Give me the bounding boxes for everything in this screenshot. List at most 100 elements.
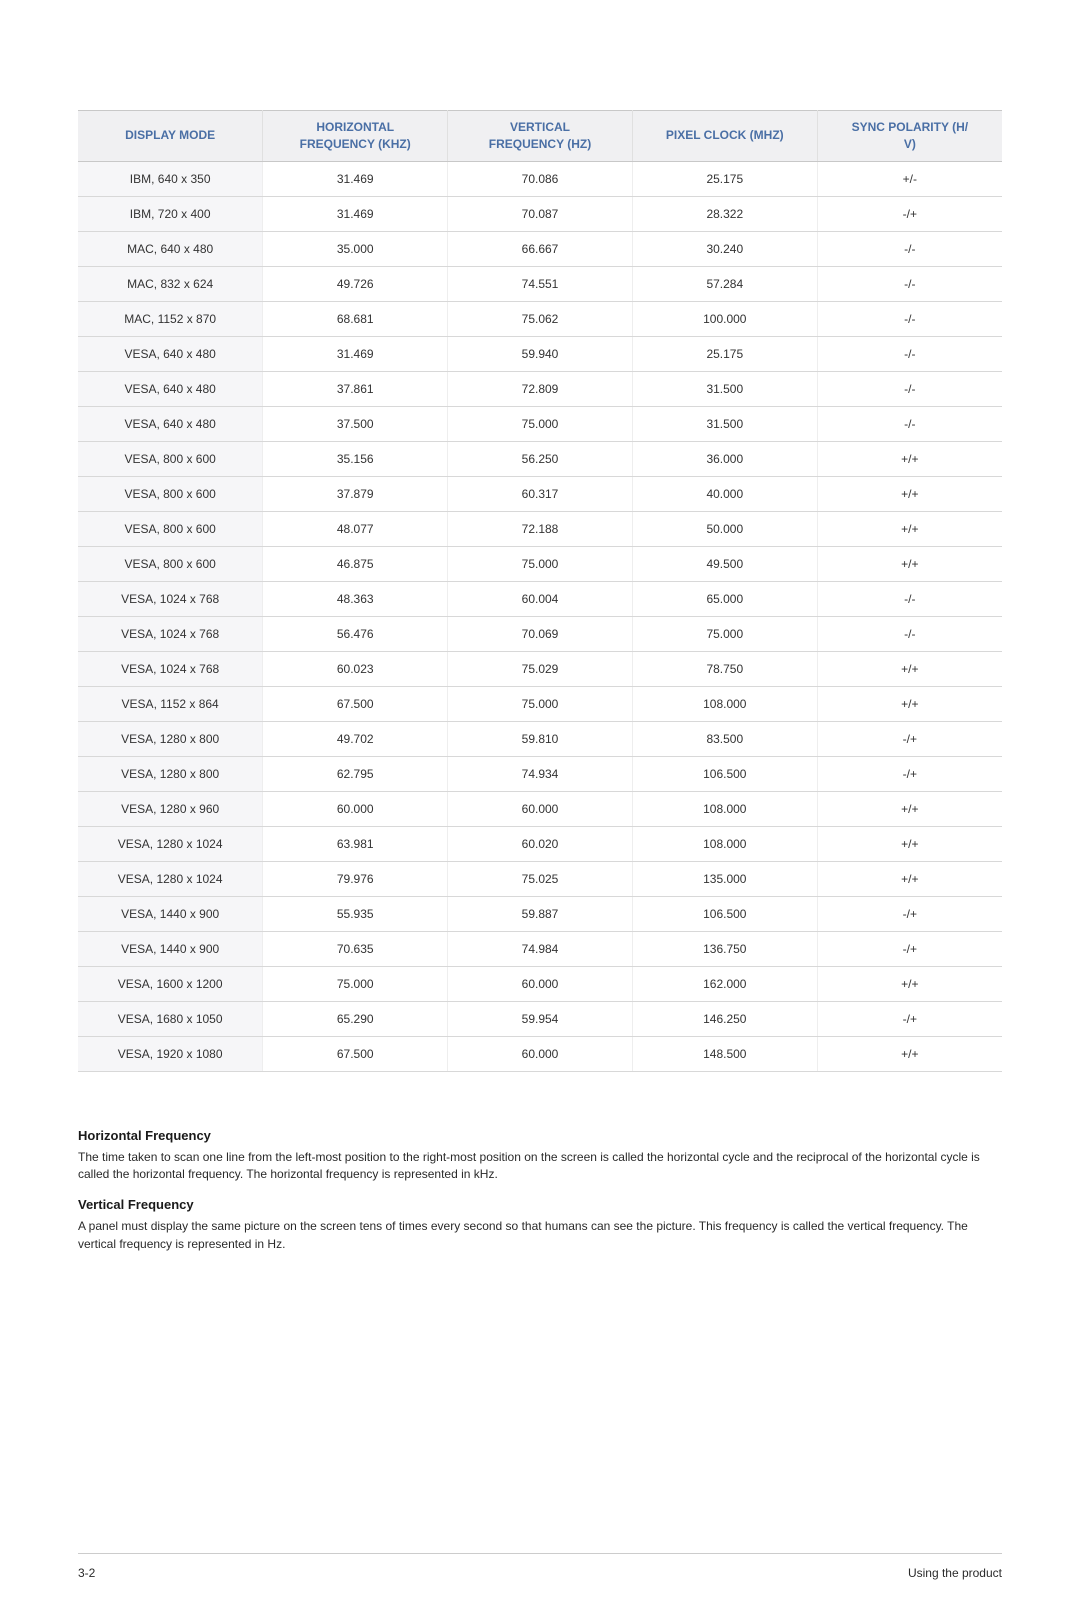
table-row: VESA, 1680 x 105065.29059.954146.250-/+ — [78, 1001, 1002, 1036]
table-cell: 49.726 — [263, 266, 448, 301]
table-cell: 74.551 — [448, 266, 633, 301]
table-row: VESA, 640 x 48031.46959.94025.175-/- — [78, 336, 1002, 371]
table-cell: 37.861 — [263, 371, 448, 406]
table-cell: VESA, 1152 x 864 — [78, 686, 263, 721]
table-row: VESA, 800 x 60048.07772.18850.000+/+ — [78, 511, 1002, 546]
table-row: VESA, 1280 x 96060.00060.000108.000+/+ — [78, 791, 1002, 826]
table-cell: 68.681 — [263, 301, 448, 336]
table-cell: +/+ — [817, 686, 1002, 721]
table-cell: 74.934 — [448, 756, 633, 791]
table-header-cell: DISPLAY MODE — [78, 111, 263, 162]
table-row: VESA, 1600 x 120075.00060.000162.000+/+ — [78, 966, 1002, 1001]
table-cell: VESA, 1024 x 768 — [78, 581, 263, 616]
table-cell: +/- — [817, 161, 1002, 196]
table-row: VESA, 1024 x 76856.47670.06975.000-/- — [78, 616, 1002, 651]
table-body: IBM, 640 x 35031.46970.08625.175+/-IBM, … — [78, 161, 1002, 1071]
table-row: VESA, 1024 x 76860.02375.02978.750+/+ — [78, 651, 1002, 686]
table-cell: -/- — [817, 301, 1002, 336]
table-cell: +/+ — [817, 791, 1002, 826]
table-cell: 59.810 — [448, 721, 633, 756]
table-row: VESA, 1152 x 86467.50075.000108.000+/+ — [78, 686, 1002, 721]
table-cell: 56.250 — [448, 441, 633, 476]
table-header-cell: PIXEL CLOCK (MHZ) — [632, 111, 817, 162]
table-cell: +/+ — [817, 546, 1002, 581]
table-cell: MAC, 640 x 480 — [78, 231, 263, 266]
table-cell: -/+ — [817, 896, 1002, 931]
table-cell: 25.175 — [632, 161, 817, 196]
table-cell: -/- — [817, 581, 1002, 616]
table-cell: -/- — [817, 231, 1002, 266]
table-cell: VESA, 1680 x 1050 — [78, 1001, 263, 1036]
vertical-frequency-body: A panel must display the same picture on… — [78, 1218, 1002, 1253]
table-cell: VESA, 640 x 480 — [78, 406, 263, 441]
table-cell: 49.702 — [263, 721, 448, 756]
footer-left: 3-2 — [78, 1566, 95, 1580]
table-row: MAC, 640 x 48035.00066.66730.240-/- — [78, 231, 1002, 266]
table-cell: 60.020 — [448, 826, 633, 861]
table-cell: 70.635 — [263, 931, 448, 966]
table-cell: VESA, 1920 x 1080 — [78, 1036, 263, 1071]
table-row: VESA, 1280 x 102479.97675.025135.000+/+ — [78, 861, 1002, 896]
table-row: VESA, 800 x 60035.15656.25036.000+/+ — [78, 441, 1002, 476]
table-cell: 66.667 — [448, 231, 633, 266]
table-row: VESA, 1280 x 80049.70259.81083.500-/+ — [78, 721, 1002, 756]
table-cell: IBM, 720 x 400 — [78, 196, 263, 231]
footer-right: Using the product — [908, 1566, 1002, 1580]
notes-section: Horizontal Frequency The time taken to s… — [78, 1128, 1002, 1254]
table-cell: VESA, 1440 x 900 — [78, 931, 263, 966]
table-cell: +/+ — [817, 826, 1002, 861]
table-cell: 108.000 — [632, 791, 817, 826]
table-cell: -/+ — [817, 1001, 1002, 1036]
table-cell: -/+ — [817, 721, 1002, 756]
table-cell: VESA, 800 x 600 — [78, 476, 263, 511]
table-header-row: DISPLAY MODEHORIZONTALFREQUENCY (KHZ)VER… — [78, 111, 1002, 162]
table-cell: +/+ — [817, 651, 1002, 686]
table-cell: 60.000 — [448, 1036, 633, 1071]
table-cell: VESA, 1440 x 900 — [78, 896, 263, 931]
table-cell: 40.000 — [632, 476, 817, 511]
table-cell: -/+ — [817, 931, 1002, 966]
table-row: VESA, 1280 x 80062.79574.934106.500-/+ — [78, 756, 1002, 791]
table-row: VESA, 1024 x 76848.36360.00465.000-/- — [78, 581, 1002, 616]
table-row: VESA, 640 x 48037.50075.00031.500-/- — [78, 406, 1002, 441]
table-cell: VESA, 640 x 480 — [78, 336, 263, 371]
table-cell: VESA, 1024 x 768 — [78, 616, 263, 651]
table-cell: 37.500 — [263, 406, 448, 441]
table-cell: 75.000 — [448, 546, 633, 581]
table-row: MAC, 832 x 62449.72674.55157.284-/- — [78, 266, 1002, 301]
table-cell: -/+ — [817, 196, 1002, 231]
table-cell: -/- — [817, 266, 1002, 301]
table-cell: 78.750 — [632, 651, 817, 686]
table-cell: 35.156 — [263, 441, 448, 476]
table-cell: VESA, 1280 x 800 — [78, 721, 263, 756]
table-cell: MAC, 832 x 624 — [78, 266, 263, 301]
table-cell: 28.322 — [632, 196, 817, 231]
table-cell: 79.976 — [263, 861, 448, 896]
table-cell: +/+ — [817, 861, 1002, 896]
table-cell: VESA, 1600 x 1200 — [78, 966, 263, 1001]
table-cell: 83.500 — [632, 721, 817, 756]
table-cell: VESA, 800 x 600 — [78, 441, 263, 476]
table-cell: VESA, 1024 x 768 — [78, 651, 263, 686]
table-row: VESA, 1280 x 102463.98160.020108.000+/+ — [78, 826, 1002, 861]
table-cell: 59.887 — [448, 896, 633, 931]
table-cell: 31.469 — [263, 196, 448, 231]
table-cell: 60.000 — [448, 791, 633, 826]
table-row: VESA, 800 x 60046.87575.00049.500+/+ — [78, 546, 1002, 581]
timing-table: DISPLAY MODEHORIZONTALFREQUENCY (KHZ)VER… — [78, 110, 1002, 1072]
table-cell: +/+ — [817, 476, 1002, 511]
table-cell: 50.000 — [632, 511, 817, 546]
table-cell: 56.476 — [263, 616, 448, 651]
table-cell: 25.175 — [632, 336, 817, 371]
table-cell: 31.469 — [263, 336, 448, 371]
table-cell: 75.000 — [632, 616, 817, 651]
table-cell: VESA, 1280 x 1024 — [78, 826, 263, 861]
table-cell: VESA, 640 x 480 — [78, 371, 263, 406]
table-row: VESA, 1440 x 90070.63574.984136.750-/+ — [78, 931, 1002, 966]
table-cell: 75.000 — [448, 686, 633, 721]
table-cell: 75.062 — [448, 301, 633, 336]
table-row: IBM, 720 x 40031.46970.08728.322-/+ — [78, 196, 1002, 231]
table-cell: -/- — [817, 616, 1002, 651]
table-cell: MAC, 1152 x 870 — [78, 301, 263, 336]
table-cell: 59.954 — [448, 1001, 633, 1036]
